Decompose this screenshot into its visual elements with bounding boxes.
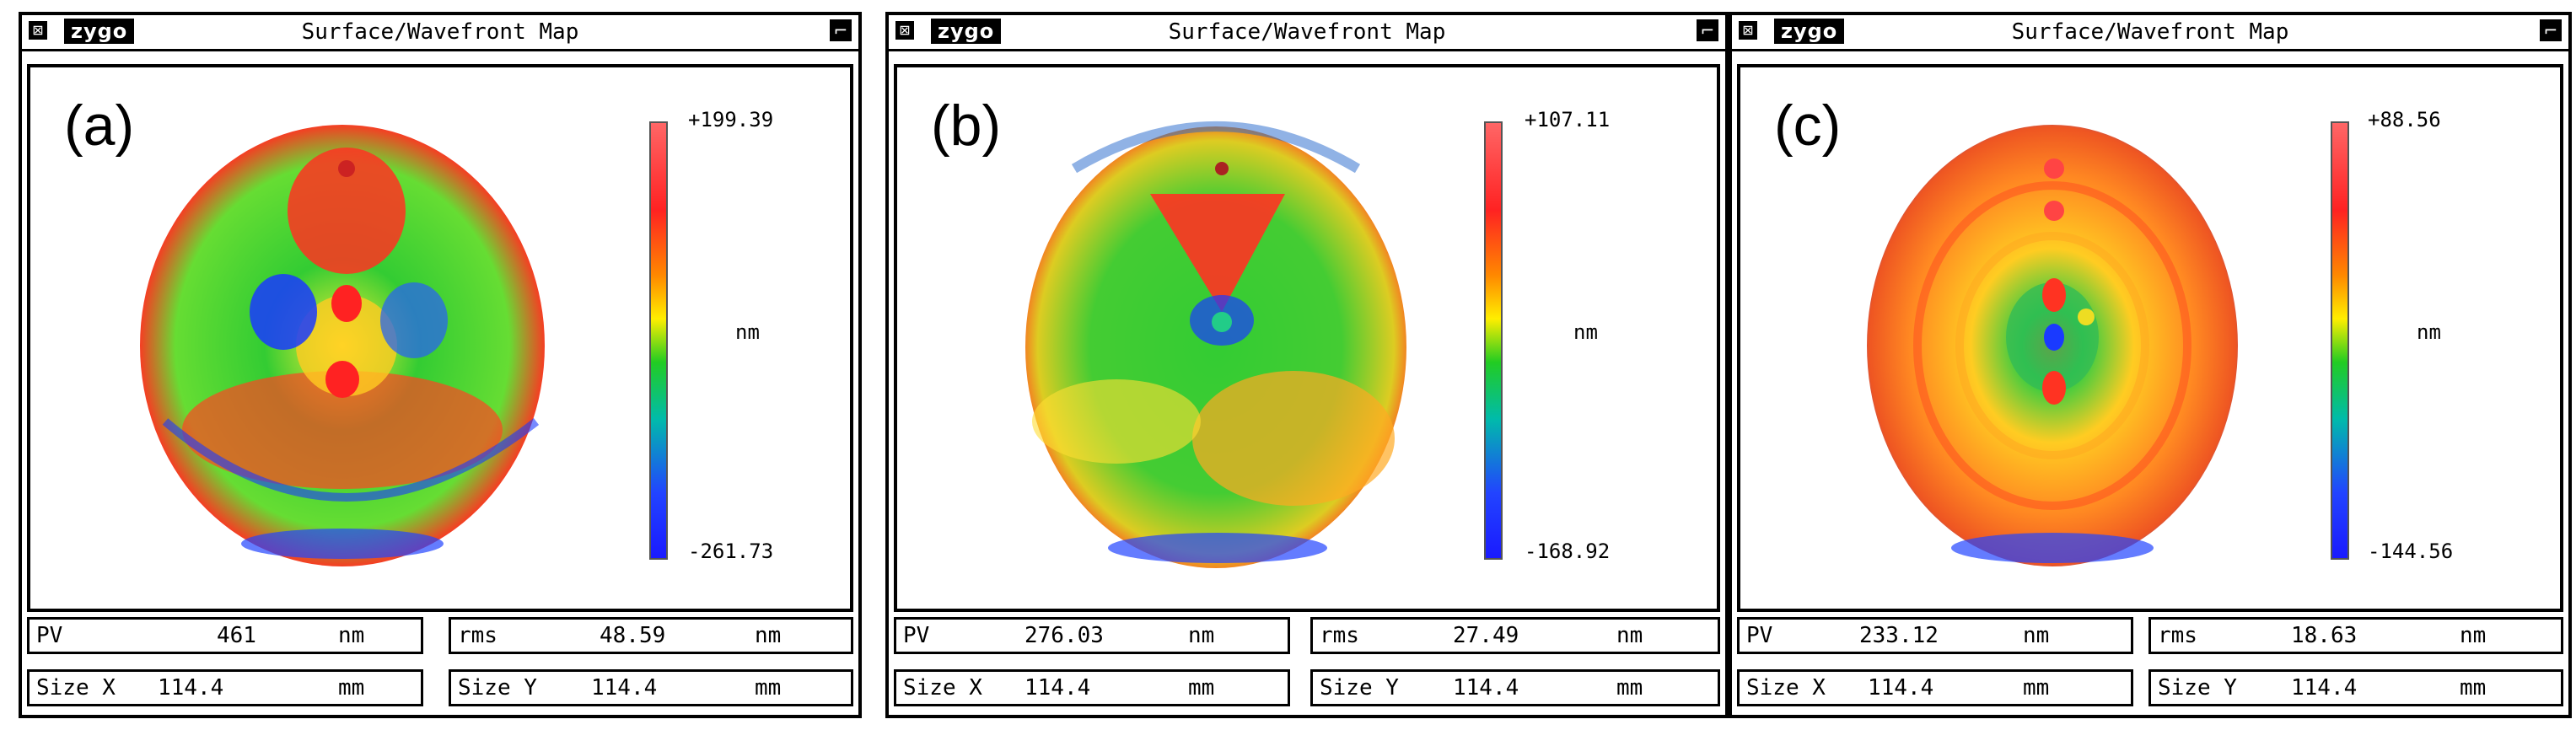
- rms-unit: nm: [755, 623, 782, 648]
- size-x-field: Size X 114.4 mm: [1737, 669, 2133, 706]
- scale-min-value: -144.56: [2368, 539, 2454, 563]
- size-x-unit: mm: [1188, 675, 1215, 700]
- map-plot-area: (a) +199.39 nm -261.73: [27, 64, 853, 612]
- scale-unit: nm: [735, 320, 760, 344]
- pv-value: 461: [217, 623, 256, 648]
- close-icon[interactable]: ⊠: [895, 21, 914, 40]
- size-y-field: Size Y 114.4 mm: [1310, 669, 1720, 706]
- size-x-label: Size X: [36, 675, 116, 700]
- surface-map-image: [1867, 125, 2238, 566]
- size-y-value: 114.4: [1453, 675, 1519, 700]
- scale-min-value: -168.92: [1525, 539, 1611, 563]
- map-plot-area: (c) +88.56 nm -144.56: [1737, 64, 2563, 612]
- menu-icon[interactable]: ⌐: [1697, 19, 1718, 41]
- surface-map-image: [1025, 121, 1406, 568]
- rms-field: rms 18.63 nm: [2148, 617, 2563, 654]
- size-y-field: Size Y 114.4 mm: [449, 669, 853, 706]
- color-scale-bar: [1484, 121, 1503, 560]
- window-title: Surface/Wavefront Map: [301, 19, 579, 45]
- size-x-field: Size X 114.4 mm: [27, 669, 423, 706]
- size-x-field: Size X 114.4 mm: [894, 669, 1290, 706]
- size-y-field: Size Y 114.4 mm: [2148, 669, 2563, 706]
- menu-icon[interactable]: ⌐: [830, 19, 852, 41]
- pv-field: PV 233.12 nm: [1737, 617, 2133, 654]
- rms-value: 48.59: [600, 623, 666, 648]
- pv-label: PV: [36, 623, 63, 648]
- surface-disk: [1025, 126, 1406, 568]
- size-y-label: Size Y: [458, 675, 537, 700]
- close-icon[interactable]: ⊠: [1739, 21, 1757, 40]
- close-icon[interactable]: ⊠: [29, 21, 47, 40]
- title-bar: ⊠ zygo Surface/Wavefront Map ⌐: [889, 15, 1725, 51]
- scale-max-value: +107.11: [1525, 108, 1611, 132]
- rms-label: rms: [458, 623, 497, 648]
- size-y-label: Size Y: [1320, 675, 1399, 700]
- surface-map-window-b: ⊠ zygo Surface/Wavefront Map ⌐: [885, 12, 1729, 718]
- size-x-label: Size X: [903, 675, 982, 700]
- zygo-logo: zygo: [64, 19, 135, 44]
- zygo-logo: zygo: [1774, 19, 1845, 44]
- panel-label: (a): [64, 94, 135, 158]
- panel-label: (c): [1774, 94, 1842, 158]
- size-x-label: Size X: [1746, 675, 1826, 700]
- title-bar: ⊠ zygo Surface/Wavefront Map ⌐: [1732, 15, 2568, 51]
- size-x-unit: mm: [338, 675, 365, 700]
- size-y-value: 114.4: [591, 675, 658, 700]
- size-x-unit: mm: [2023, 675, 2050, 700]
- rms-value: 27.49: [1453, 623, 1519, 648]
- surface-map-window-c: ⊠ zygo Surface/Wavefront Map ⌐: [1729, 12, 2572, 718]
- size-x-value: 114.4: [1868, 675, 1934, 700]
- scale-max-value: +199.39: [688, 108, 774, 132]
- window-title: Surface/Wavefront Map: [2011, 19, 2289, 45]
- pv-field: PV 461 nm: [27, 617, 423, 654]
- size-y-unit: mm: [2460, 675, 2487, 700]
- scale-unit: nm: [1573, 320, 1598, 344]
- rms-value: 18.63: [2291, 623, 2358, 648]
- surface-map-image: [140, 125, 545, 566]
- scale-max-value: +88.56: [2368, 108, 2441, 132]
- color-scale-bar: [2331, 121, 2349, 560]
- pv-value: 276.03: [1024, 623, 1104, 648]
- rms-label: rms: [1320, 623, 1359, 648]
- pv-unit: nm: [338, 623, 365, 648]
- rms-unit: nm: [1616, 623, 1643, 648]
- pv-field: PV 276.03 nm: [894, 617, 1290, 654]
- rms-unit: nm: [2460, 623, 2487, 648]
- size-x-value: 114.4: [158, 675, 224, 700]
- rms-field: rms 27.49 nm: [1310, 617, 1720, 654]
- panel-label: (b): [931, 94, 1002, 158]
- size-x-value: 114.4: [1024, 675, 1091, 700]
- menu-icon[interactable]: ⌐: [2540, 19, 2562, 41]
- surface-map-window-a: ⊠ zygo Surface/Wavefront Map ⌐: [19, 12, 862, 718]
- window-title: Surface/Wavefront Map: [1168, 19, 1446, 45]
- pv-unit: nm: [2023, 623, 2050, 648]
- color-scale-bar: [649, 121, 668, 560]
- scale-unit: nm: [2417, 320, 2441, 344]
- size-y-unit: mm: [1616, 675, 1643, 700]
- size-y-label: Size Y: [2158, 675, 2237, 700]
- pv-value: 233.12: [1859, 623, 1939, 648]
- title-bar: ⊠ zygo Surface/Wavefront Map ⌐: [22, 15, 858, 51]
- scale-min-value: -261.73: [688, 539, 774, 563]
- size-y-value: 114.4: [2291, 675, 2358, 700]
- rms-field: rms 48.59 nm: [449, 617, 853, 654]
- pv-label: PV: [903, 623, 930, 648]
- pv-label: PV: [1746, 623, 1773, 648]
- map-plot-area: (b) +107.11 nm -168.92: [894, 64, 1720, 612]
- pv-unit: nm: [1188, 623, 1215, 648]
- zygo-logo: zygo: [931, 19, 1002, 44]
- rms-label: rms: [2158, 623, 2197, 648]
- size-y-unit: mm: [755, 675, 782, 700]
